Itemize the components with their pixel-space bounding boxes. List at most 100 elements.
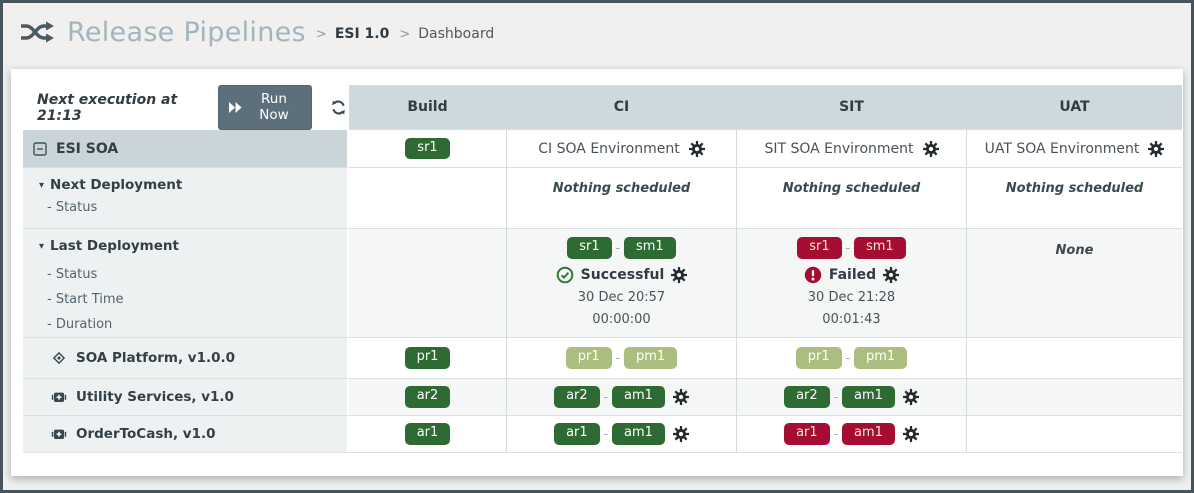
release-badge[interactable]: sr1 (567, 237, 612, 259)
failed-icon (804, 266, 822, 284)
deployed-badge[interactable]: ar1 (554, 423, 600, 445)
last-deployment-group[interactable]: ▾ Last Deployment (39, 238, 179, 254)
gear-icon[interactable] (1148, 140, 1165, 157)
last-deployment-row-label: ▾ Last Deployment - Status - Start Time … (23, 229, 349, 338)
pipeline-row-label[interactable]: ESI SOA (23, 130, 349, 168)
gear-icon[interactable] (883, 266, 900, 283)
next-ci-cell: Nothing scheduled (506, 168, 736, 229)
application-icon (51, 426, 67, 442)
last-status-label: - Status (47, 267, 98, 282)
breadcrumb: Release Pipelines > ESI 1.0 > Dashboard (3, 3, 1191, 61)
deployed-badge[interactable]: am1 (612, 423, 665, 445)
release-pipelines-icon (19, 19, 55, 45)
deployed-badge[interactable]: am1 (842, 386, 895, 408)
gear-icon[interactable] (922, 140, 939, 157)
deployment-status: Failed (828, 266, 877, 283)
last-sit-cell: sr1 - sm1 Failed 30 Dec 21:28 00:01:43 (736, 229, 966, 338)
breadcrumb-pipeline[interactable]: ESI 1.0 (334, 26, 390, 42)
component-build-cell: ar2 (349, 379, 506, 416)
breadcrumb-page: Dashboard (418, 26, 495, 42)
deployed-badge[interactable]: ar1 (784, 423, 830, 445)
build-badge[interactable]: pr1 (404, 347, 451, 369)
badge-separator: - (833, 390, 839, 404)
last-deployment-label: Last Deployment (50, 238, 179, 254)
component-sit-cell: pr1 - pm1 (736, 338, 966, 379)
deployed-badge[interactable]: pr1 (565, 347, 612, 369)
deployed-badge[interactable]: pr1 (795, 347, 842, 369)
gear-icon[interactable] (902, 426, 919, 442)
breadcrumb-separator: > (399, 26, 411, 42)
deployed-badge[interactable]: pm1 (624, 347, 678, 369)
collapse-icon[interactable] (33, 141, 47, 156)
component-sit-cell: ar2 - am1 (736, 379, 966, 416)
last-ci-cell: sr1 - sm1 Successful 30 Dec 20:57 00:00:… (506, 229, 736, 338)
deployed-badge[interactable]: am1 (842, 423, 895, 445)
next-sit-cell: Nothing scheduled (736, 168, 966, 229)
gear-icon[interactable] (902, 389, 919, 405)
badge-separator: - (603, 427, 609, 441)
component-build-cell: ar1 (349, 416, 506, 453)
deployed-badge[interactable]: pm1 (854, 347, 908, 369)
component-build-cell: pr1 (349, 338, 506, 379)
deployed-badge[interactable]: am1 (612, 386, 665, 408)
deployed-badge[interactable]: ar2 (784, 386, 830, 408)
badge-separator: - (833, 427, 839, 441)
manifest-badge[interactable]: sm1 (854, 237, 906, 259)
build-badge[interactable]: ar1 (404, 423, 451, 445)
component-ci-cell: pr1 - pm1 (506, 338, 736, 379)
component-name: Utility Services, v1.0 (76, 389, 234, 405)
next-deployment-row-label: ▾ Next Deployment - Status (23, 168, 349, 229)
gear-icon[interactable] (672, 389, 689, 405)
run-now-button[interactable]: Run Now (217, 85, 312, 130)
ci-environment-name: CI SOA Environment (538, 140, 680, 157)
deployed-badge[interactable]: ar2 (554, 386, 600, 408)
gear-icon[interactable] (688, 140, 705, 157)
column-header-uat: UAT (966, 85, 1182, 130)
sit-environment-cell: SIT SOA Environment (736, 130, 966, 168)
component-name: OrderToCash, v1.0 (76, 426, 216, 442)
success-icon (556, 266, 574, 284)
next-deployment-group[interactable]: ▾ Next Deployment (39, 177, 182, 193)
fast-forward-icon (228, 101, 242, 113)
component-name: SOA Platform, v1.0.0 (76, 350, 236, 366)
deployment-start-time: 30 Dec 20:57 (577, 289, 666, 305)
deployment-duration: 00:00:00 (592, 311, 651, 327)
last-deployment-sublabels: - Status - Start Time - Duration (39, 262, 124, 337)
component-row-label[interactable]: SOA Platform, v1.0.0 (23, 338, 349, 379)
pipeline-name: ESI SOA (56, 140, 119, 157)
last-build-cell (349, 229, 506, 338)
badge-separator: - (615, 240, 620, 255)
last-start-time-label: - Start Time (47, 292, 124, 307)
caret-down-icon: ▾ (39, 179, 45, 191)
caret-down-icon: ▾ (39, 240, 45, 252)
next-status-label: - Status (47, 200, 98, 215)
component-uat-cell (966, 338, 1182, 379)
breadcrumb-separator: > (315, 26, 327, 42)
next-build-cell (349, 168, 506, 229)
component-ci-cell: ar2 - am1 (506, 379, 736, 416)
manifest-badge[interactable]: sm1 (624, 237, 676, 259)
component-sit-cell: ar1 - am1 (736, 416, 966, 453)
run-now-label: Run Now (259, 91, 289, 123)
last-duration-label: - Duration (47, 317, 113, 332)
badge-separator: - (615, 351, 621, 365)
gear-icon[interactable] (671, 266, 688, 283)
uat-environment-cell: UAT SOA Environment (966, 130, 1182, 168)
component-uat-cell (966, 416, 1182, 453)
refresh-icon[interactable] (330, 99, 347, 116)
build-badge-cell: sr1 (349, 130, 506, 168)
build-badge[interactable]: sr1 (405, 137, 450, 160)
toolbar: Next execution at 21:13 Run Now (23, 85, 349, 130)
deployment-start-time: 30 Dec 21:28 (807, 289, 896, 305)
platform-icon (51, 350, 67, 366)
build-badge[interactable]: ar2 (404, 386, 451, 408)
badge-separator: - (845, 351, 851, 365)
page-title: Release Pipelines (67, 16, 306, 48)
release-badge[interactable]: sr1 (797, 237, 842, 259)
component-row-label[interactable]: OrderToCash, v1.0 (23, 416, 349, 453)
gear-icon[interactable] (672, 426, 689, 442)
uat-environment-name: UAT SOA Environment (984, 140, 1140, 157)
column-header-build: Build (349, 85, 506, 130)
component-row-label[interactable]: Utility Services, v1.0 (23, 379, 349, 416)
